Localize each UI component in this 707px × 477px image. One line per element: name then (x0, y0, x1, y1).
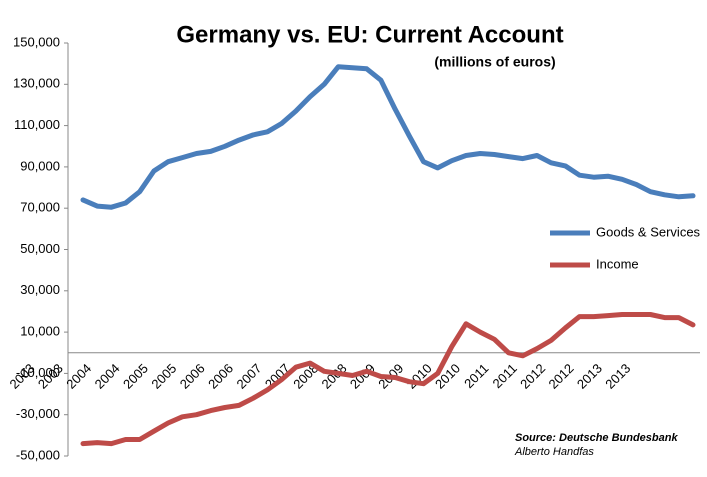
author: Alberto Handfas (514, 446, 594, 458)
y-tick-label: 150,000 (13, 34, 60, 49)
y-tick-label: 130,000 (13, 76, 60, 91)
y-tick-label: 30,000 (20, 282, 60, 297)
y-tick-label: -10,000 (16, 365, 60, 380)
y-tick-label: 50,000 (20, 241, 60, 256)
legend-label: Income (596, 256, 639, 271)
y-tick-label: 90,000 (20, 158, 60, 173)
chart-subtitle: (millions of euros) (434, 54, 555, 70)
y-tick-label: -50,000 (16, 447, 60, 462)
chart-title: Germany vs. EU: Current Account (176, 21, 563, 48)
y-tick-label: 10,000 (20, 324, 60, 339)
series-line (80, 64, 696, 210)
source: Source: Deutsche Bundesbank (515, 432, 678, 444)
legend-label: Goods & Services (596, 224, 701, 239)
y-tick-label: 110,000 (14, 117, 60, 132)
y-tick-label: 70,000 (20, 200, 60, 215)
series-line (80, 312, 696, 447)
y-tick-label: -30,000 (16, 406, 60, 421)
